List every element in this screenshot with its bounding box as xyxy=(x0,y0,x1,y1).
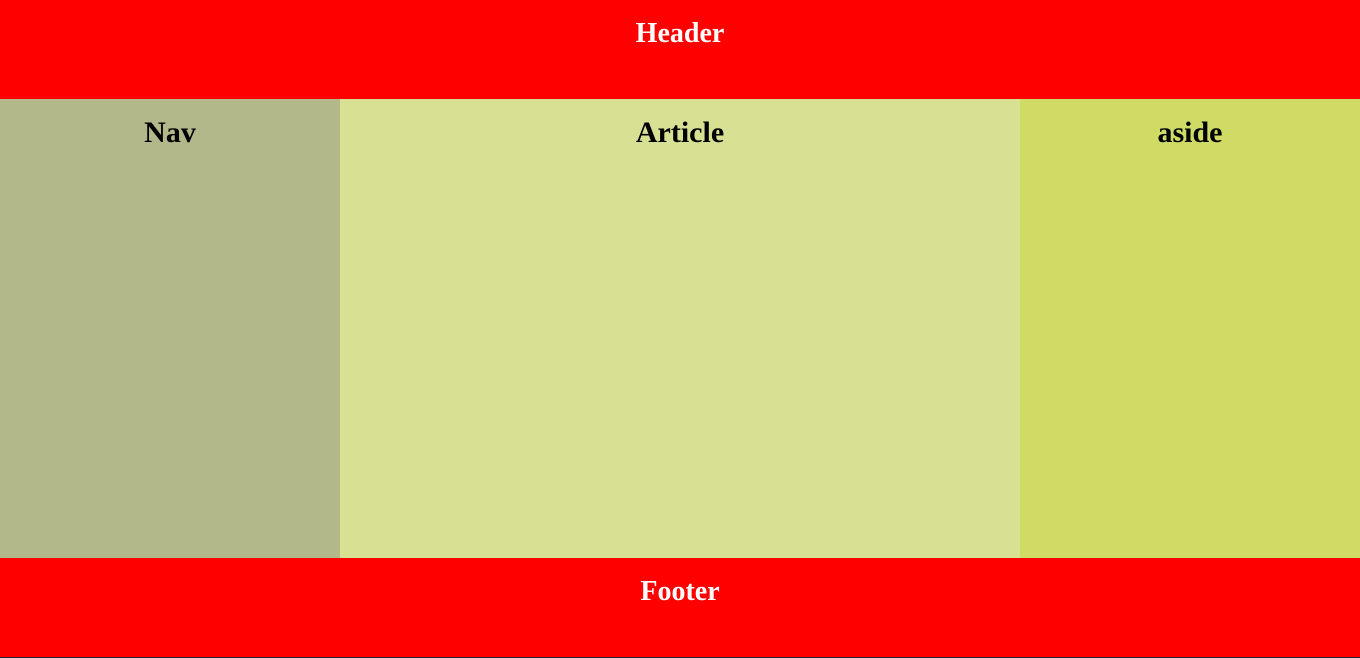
nav-column: Nav xyxy=(0,99,340,558)
page-header: Header xyxy=(0,0,1360,99)
article-column: Article xyxy=(340,99,1020,558)
header-title: Header xyxy=(635,18,725,49)
page-footer: Footer xyxy=(0,558,1360,658)
aside-title: aside xyxy=(1157,116,1223,149)
article-title: Article xyxy=(635,116,725,149)
content-row: Nav Article aside xyxy=(0,99,1360,558)
footer-title: Footer xyxy=(640,576,720,607)
aside-column: aside xyxy=(1020,99,1360,558)
nav-title: Nav xyxy=(144,116,196,149)
